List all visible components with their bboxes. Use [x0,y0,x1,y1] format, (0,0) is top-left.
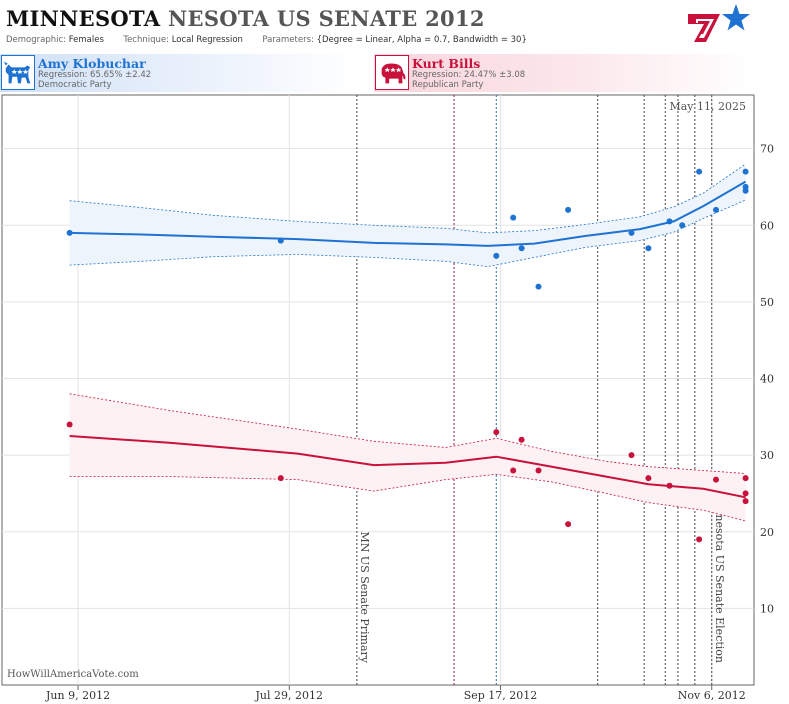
poll-point [565,206,572,213]
demographic-value: Females [68,35,104,45]
technique-value: Local Regression [171,35,243,45]
site-logo-icon [688,4,750,42]
poll-point [742,490,749,497]
x-tick-label: Jul 29, 2012 [255,689,324,702]
candidate-name: Kurt Bills [412,56,481,71]
poll-point [535,467,542,474]
y-tick-label: 10 [760,602,774,615]
confidence-lower [69,199,746,268]
poll-point [493,252,500,259]
title-state-suffix: NESOTA [168,6,270,31]
confidence-band [69,393,746,521]
poll-point [628,229,635,236]
poll-point [518,436,525,443]
plot-frame [1,94,755,686]
x-tick-label: Sep 17, 2012 [464,689,538,702]
poll-point [696,536,703,543]
event-label: Minnesota US Senate Election [713,493,726,663]
poll-point [628,452,635,459]
parameters-label: Parameters: [262,35,314,45]
y-tick-label: 30 [760,449,774,462]
parameters-line: Demographic: Females Technique: Local Re… [6,35,527,45]
poll-point [742,498,749,505]
candidate-regression: Regression: 24.47% ±3.08 [412,70,526,80]
poll-point [742,187,749,194]
x-tick-label: Nov 6, 2012 [678,689,746,702]
poll-point [713,206,719,213]
candidate-card-klobuchar: Amy Klobuchar Regression: 65.65% ±2.42 D… [0,54,360,92]
poll-point [645,475,652,482]
poll-point [713,476,719,483]
y-tick-label: 40 [760,373,774,386]
y-tick-label: 50 [760,296,774,309]
y-tick-label: 20 [760,526,774,539]
event-label: MN US Senate Primary [358,532,371,664]
poll-point [666,218,673,225]
candidate-party: Republican Party [412,80,484,90]
candidate-party: Democratic Party [38,80,112,90]
poll-point [510,467,517,474]
poll-point [565,521,572,528]
demographic-label: Demographic: [6,35,67,45]
title-race: US SENATE 2012 [276,6,485,31]
poll-point [493,429,500,436]
site-credit: HowWillAmericaVote.com [7,669,139,680]
candidate-name: Amy Klobuchar [38,56,146,71]
poll-point [645,245,652,252]
candidate-regression: Regression: 65.65% ±2.42 [38,70,152,80]
y-tick-label: 60 [760,219,774,232]
page-title: MINNESOTA NESOTA US SENATE 2012 [6,6,485,31]
technique-label: Technique: [123,35,169,45]
parameters-value: {Degree = Linear, Alpha = 0.7, Bandwidth… [316,35,527,45]
confidence-upper [69,163,746,234]
donkey-icon [1,55,35,90]
confidence-band [69,164,746,267]
date-label: May 11, 2025 [669,100,746,113]
regression-line [69,180,747,247]
poll-point [66,229,73,236]
poll-point [277,237,284,244]
title-state: MINNESOTA [6,6,161,31]
poll-point [535,283,542,290]
poll-point [696,168,703,175]
series-bills [66,393,749,543]
poll-point [518,245,525,252]
poll-point [277,475,284,482]
poll-point [679,222,686,229]
poll-point [666,482,673,489]
poll-point [742,475,749,482]
series-klobuchar [66,163,749,290]
poll-point [66,421,73,428]
y-tick-label: 70 [760,143,774,156]
confidence-lower [69,473,746,522]
poll-point [742,168,749,175]
confidence-upper [69,393,746,474]
x-tick-label: Jun 9, 2012 [45,689,110,702]
poll-point [510,214,517,221]
elephant-icon [375,55,409,90]
candidate-card-bills: Kurt Bills Regression: 24.47% ±3.08 Repu… [374,54,754,92]
header: MINNESOTA NESOTA US SENATE 2012 Demograp… [0,0,789,52]
